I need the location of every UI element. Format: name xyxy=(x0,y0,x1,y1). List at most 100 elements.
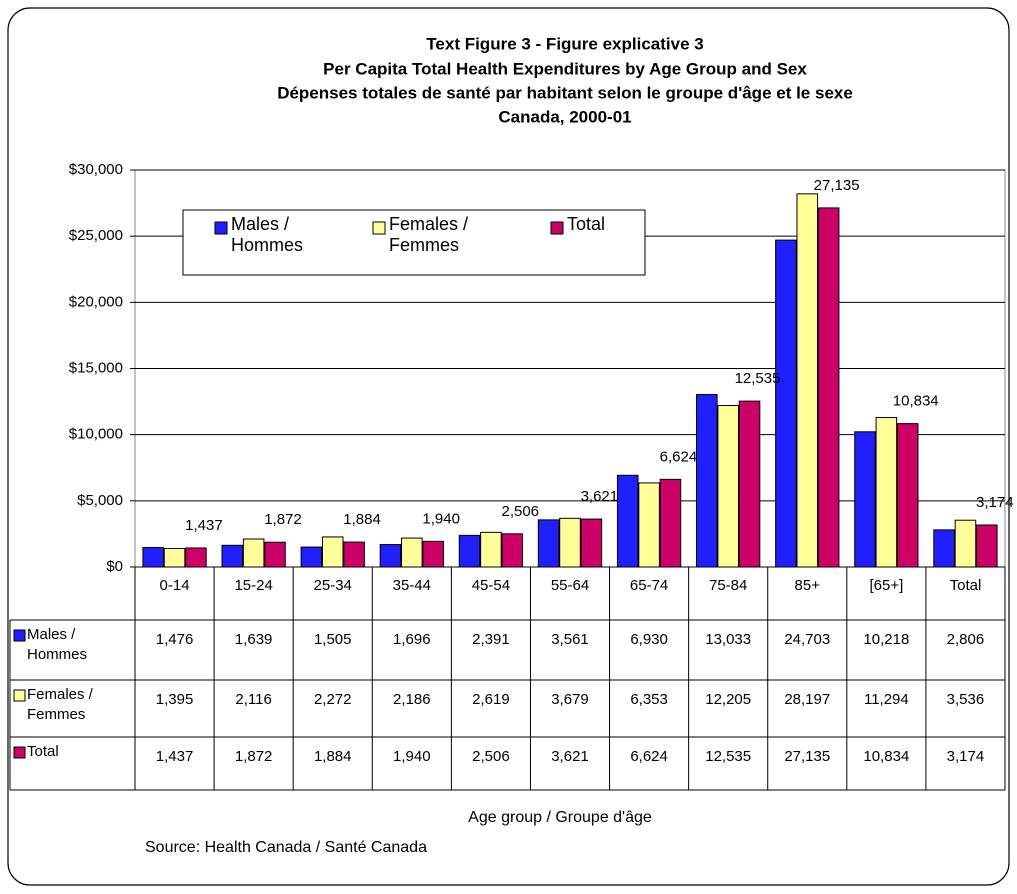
bar xyxy=(242,538,265,568)
table-cell: 2,272 xyxy=(314,691,352,708)
bar xyxy=(142,546,164,568)
data-label: 6,624 xyxy=(660,448,698,465)
bar xyxy=(775,239,797,568)
bar xyxy=(221,544,244,568)
row-header: Females / Femmes xyxy=(27,686,93,723)
bar xyxy=(875,417,898,568)
chart-title: Per Capita Total Health Expenditures by … xyxy=(323,59,807,78)
bar xyxy=(321,536,344,568)
bar xyxy=(796,193,819,568)
table-cell: 1,395 xyxy=(156,691,194,708)
data-label: 1,437 xyxy=(185,517,223,534)
bar xyxy=(817,207,840,568)
table-cell: 6,353 xyxy=(630,691,668,708)
table-cell: 2,116 xyxy=(235,691,271,708)
y-tick-label: $25,000 xyxy=(69,227,123,244)
x-tick-label: [65+] xyxy=(869,577,903,594)
table-cell: 2,806 xyxy=(947,631,985,648)
bar xyxy=(458,534,481,568)
y-tick-label: $30,000 xyxy=(69,161,123,178)
table-cell: 3,561 xyxy=(551,631,589,648)
row-swatch xyxy=(13,689,26,702)
row-swatch xyxy=(13,629,26,642)
legend-swatch xyxy=(214,221,228,235)
table-cell: 12,205 xyxy=(705,691,751,708)
bar xyxy=(343,541,365,568)
table-cell: 3,679 xyxy=(551,691,589,708)
table-cell: 2,619 xyxy=(472,691,510,708)
y-tick-label: $10,000 xyxy=(69,426,123,443)
table-cell: 24,703 xyxy=(784,631,830,648)
bar xyxy=(638,482,660,568)
bar xyxy=(537,519,560,568)
x-tick-label: 65-74 xyxy=(630,577,668,594)
table-cell: 27,135 xyxy=(784,748,830,765)
table-cell: 3,621 xyxy=(551,748,589,765)
data-label: 1,884 xyxy=(343,511,381,528)
y-tick-label: $5,000 xyxy=(77,492,123,509)
bar xyxy=(422,540,444,568)
table-cell: 1,696 xyxy=(393,631,431,648)
bar xyxy=(738,400,761,568)
y-tick-label: $15,000 xyxy=(69,359,123,376)
bar xyxy=(401,537,423,568)
x-tick-label: 55-64 xyxy=(551,577,589,594)
table-cell: 3,174 xyxy=(947,748,985,765)
bar xyxy=(976,524,998,568)
bar xyxy=(480,531,502,568)
legend xyxy=(182,209,646,276)
legend-swatch xyxy=(550,221,564,235)
bar xyxy=(954,519,977,568)
x-tick-label: Total xyxy=(950,577,982,594)
table-cell: 1,940 xyxy=(393,748,431,765)
legend-swatch xyxy=(372,221,386,235)
table-cell: 13,033 xyxy=(705,631,751,648)
table-cell: 2,186 xyxy=(393,691,431,708)
bar xyxy=(854,431,876,568)
table-cell: 2,391 xyxy=(472,631,510,648)
bar xyxy=(580,518,603,568)
data-label: 3,621 xyxy=(581,488,619,505)
table-cell: 1,872 xyxy=(235,748,273,765)
x-tick-label: 25-34 xyxy=(314,577,352,594)
chart-title: Text Figure 3 - Figure explicative 3 xyxy=(426,34,703,53)
data-label: 12,535 xyxy=(735,370,781,387)
table-cell: 6,930 xyxy=(630,631,668,648)
x-axis-label: Age group / Groupe d'âge xyxy=(468,809,652,826)
table-cell: 28,197 xyxy=(784,691,830,708)
bar xyxy=(163,548,186,568)
source-note: Source: Health Canada / Santé Canada xyxy=(145,839,427,856)
chart-title: Dépenses totales de santé par habitant s… xyxy=(277,83,853,102)
row-swatch xyxy=(13,746,26,759)
bar xyxy=(379,544,402,568)
bar xyxy=(264,541,286,568)
table-cell: 3,536 xyxy=(947,691,985,708)
data-label: 3,174 xyxy=(976,494,1014,511)
row-header: Total xyxy=(27,743,59,760)
table-cell: 2,506 xyxy=(472,748,510,765)
bar xyxy=(717,404,739,568)
table-cell: 1,639 xyxy=(235,631,273,648)
table-cell: 11,294 xyxy=(864,691,909,708)
row-header: Males / Hommes xyxy=(27,626,88,663)
table-cell: 6,624 xyxy=(630,748,668,765)
table-cell: 12,535 xyxy=(705,748,751,765)
data-label: 2,506 xyxy=(501,503,539,520)
data-label: 1,940 xyxy=(422,510,460,527)
data-label: 1,872 xyxy=(264,511,302,528)
bar xyxy=(559,517,581,568)
bar xyxy=(696,394,718,568)
x-tick-label: 0-14 xyxy=(160,577,190,594)
table-cell: 1,884 xyxy=(314,748,352,765)
y-tick-label: $0 xyxy=(106,558,123,575)
data-label: 27,135 xyxy=(814,177,860,194)
y-tick-label: $20,000 xyxy=(69,293,123,310)
legend-label: Females / Femmes xyxy=(389,214,469,255)
bar xyxy=(300,546,323,568)
table-cell: 1,505 xyxy=(314,631,352,648)
data-label: 10,834 xyxy=(893,393,939,410)
x-tick-label: 45-54 xyxy=(472,577,510,594)
bar xyxy=(185,547,207,568)
